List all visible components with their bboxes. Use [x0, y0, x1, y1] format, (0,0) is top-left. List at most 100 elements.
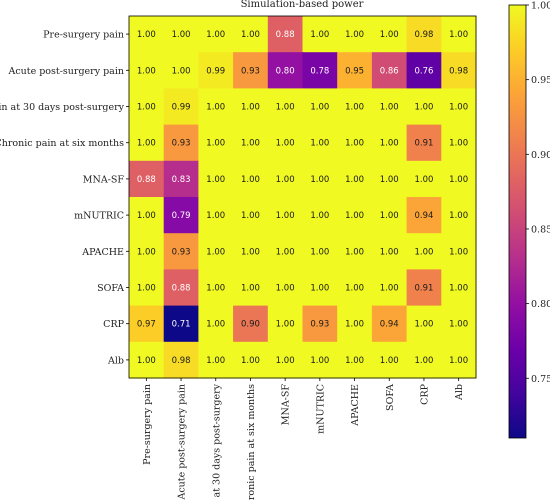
- heatmap-cell: [441, 269, 477, 307]
- heatmap-cell: [406, 233, 442, 270]
- heatmap-cell: [302, 197, 338, 234]
- heatmap-cell: [129, 160, 165, 198]
- cell-value-label: 1.00: [137, 30, 156, 40]
- cell-value-label: 0.88: [137, 175, 156, 185]
- cell-value-label: 1.00: [206, 284, 225, 294]
- colorbar: 1.00 0.95 0.90 0.85 0.80 0.75: [508, 1, 550, 439]
- cell-value-label: 0.99: [206, 66, 225, 76]
- cell-value-label: 0.71: [172, 320, 191, 330]
- column-label: Pre-surgery pain: [142, 384, 153, 465]
- heatmap-cell: [129, 124, 165, 162]
- cell-value-label: 1.00: [276, 320, 295, 330]
- colorbar-tick-label: 1.00: [531, 1, 550, 12]
- heatmap-cell: [233, 88, 269, 126]
- heatmap-cell: [163, 160, 199, 198]
- cell-value-label: 1.00: [310, 356, 329, 366]
- heatmap-cell: [163, 269, 199, 307]
- heatmap-cell: [302, 160, 338, 198]
- cell-value-label: 1.00: [449, 103, 468, 113]
- cell-value-label: 0.98: [449, 66, 468, 76]
- heatmap-cell: [233, 197, 269, 234]
- heatmap-cell: [198, 233, 234, 270]
- heatmap-cell: [233, 16, 269, 53]
- column-label: Pain at 30 days post-surgery: [211, 383, 222, 500]
- row-label: mNUTRIC: [74, 211, 124, 222]
- row-label: APACHE: [81, 247, 124, 258]
- cell-value-label: 1.00: [276, 103, 295, 113]
- heatmap-cell: [163, 305, 199, 343]
- cell-value-label: 1.00: [345, 175, 364, 185]
- heatmap-cell: [406, 341, 442, 379]
- row-label: Acute post-surgery pain: [7, 66, 124, 77]
- heatmap-cell: [233, 52, 269, 89]
- heatmap-cell: [371, 52, 408, 89]
- cell-value-label: 1.00: [310, 247, 329, 257]
- cell-value-label: 1.00: [241, 356, 260, 366]
- cell-value-label: 1.00: [310, 103, 329, 113]
- heatmap-cell: [302, 88, 338, 126]
- cell-value-label: 1.00: [380, 103, 399, 113]
- column-label: Chronic pain at six months: [246, 384, 257, 500]
- cell-value-label: 1.00: [276, 356, 295, 366]
- cell-value-label: 1.00: [137, 284, 156, 294]
- heatmap-cell: [267, 52, 304, 89]
- cell-value-label: 1.00: [414, 356, 433, 366]
- heatmap-cell: [337, 233, 373, 270]
- cell-value-label: 1.00: [276, 247, 295, 257]
- heatmap-cell: [198, 124, 234, 162]
- heatmap-cell: [163, 124, 199, 162]
- cell-value-label: 0.91: [414, 139, 433, 149]
- column-label: Alb: [454, 384, 465, 401]
- heatmap-cells: 1.00 1.00 1.00 1.00 0.88 1.00 1.00 1.00 0.98 1.00…: [128, 15, 477, 379]
- cell-value-label: 1.00: [380, 356, 399, 366]
- heatmap-cell: [441, 52, 477, 89]
- heatmap-cell: [129, 305, 165, 343]
- heatmap-cell: [406, 16, 442, 53]
- colorbar-tick-label: 0.85: [531, 224, 550, 235]
- heatmap-cell: [406, 269, 442, 307]
- heatmap-cell: [441, 16, 477, 53]
- heatmap-cell: [198, 52, 234, 89]
- heatmap-cell: [371, 233, 408, 270]
- heatmap-cell: [198, 160, 234, 198]
- heatmap-cell: [163, 88, 199, 126]
- row-label: Alb: [107, 355, 124, 366]
- row-label: MNA-SF: [83, 174, 125, 185]
- heatmap-cell: [267, 341, 304, 379]
- cell-value-label: 1.00: [206, 211, 225, 221]
- heatmap-cell: [406, 305, 442, 343]
- colorbar-tick-label: 0.90: [531, 150, 550, 161]
- cell-value-label: 0.88: [276, 30, 295, 40]
- colorbar-tick-label: 0.75: [531, 374, 550, 385]
- heatmap-cell: [233, 341, 269, 379]
- heatmap-frame: [128, 15, 477, 379]
- heatmap-cell: [267, 124, 304, 162]
- cell-value-label: 0.93: [172, 139, 191, 149]
- cell-value-label: 1.00: [345, 139, 364, 149]
- cell-value-label: 1.00: [206, 103, 225, 113]
- heatmap-cell: [163, 16, 199, 53]
- cell-value-label: 0.76: [414, 66, 433, 76]
- cell-value-label: 1.00: [310, 284, 329, 294]
- heatmap-cell: [406, 124, 442, 162]
- cell-value-label: 1.00: [414, 247, 433, 257]
- heatmap-cell: [267, 305, 304, 343]
- cell-value-label: 1.00: [449, 320, 468, 330]
- heatmap-cell: [406, 52, 442, 89]
- chart-title: Simulation-based power: [241, 0, 364, 10]
- heatmap-cell: [198, 341, 234, 379]
- heatmap-cell: [233, 233, 269, 270]
- heatmap-cell: [441, 233, 477, 270]
- heatmap-cell: [129, 16, 165, 53]
- cell-value-label: 0.90: [241, 320, 260, 330]
- heatmap-cell: [233, 124, 269, 162]
- heatmap-cell: [233, 160, 269, 198]
- heatmap-cell: [371, 88, 408, 126]
- heatmap-cell: [267, 160, 304, 198]
- heatmap-cell: [337, 197, 373, 234]
- column-labels: Pre-surgery pain Acute post-surgery pain P…: [142, 378, 465, 500]
- cell-value-label: 1.00: [310, 30, 329, 40]
- cell-value-label: 0.93: [310, 320, 329, 330]
- cell-value-label: 1.00: [345, 320, 364, 330]
- heatmap-cell: [129, 88, 165, 126]
